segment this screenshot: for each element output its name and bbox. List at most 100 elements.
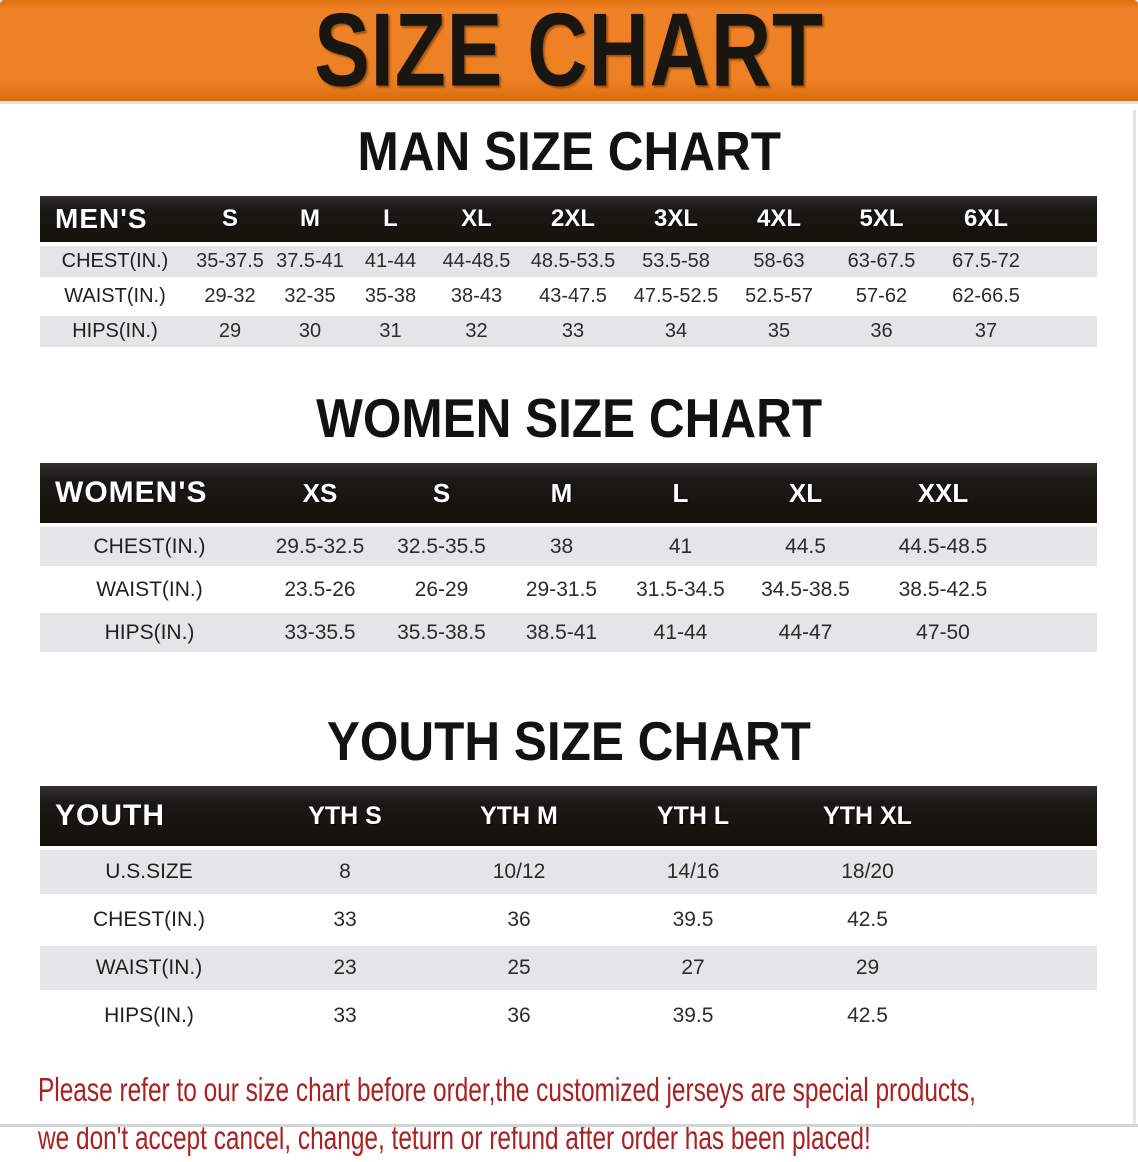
measurement-value: 34.5-38.5 [740, 570, 871, 613]
measurement-value: 44.5 [740, 527, 871, 570]
measurement-value: 29-31.5 [502, 570, 621, 613]
youth-section-title: YOUTH SIZE CHART [0, 714, 1138, 769]
measurement-value: 35 [728, 316, 830, 351]
size-column-header: 2XL [522, 196, 624, 246]
size-column-header: 5XL [830, 196, 933, 246]
size-column-header: XL [431, 196, 522, 246]
header-spacer-cell [1015, 463, 1097, 527]
measurement-value: 36 [432, 994, 606, 1042]
women-section-title-text: WOMEN SIZE CHART [316, 387, 822, 449]
row-label: CHEST(IN.) [40, 246, 190, 281]
row-spacer-cell [955, 850, 1097, 898]
row-spacer-cell [1015, 613, 1097, 656]
measurement-value: 58-63 [728, 246, 830, 281]
size-column-header: YTH M [432, 786, 606, 850]
measurement-value: 18/20 [780, 850, 955, 898]
measurement-value: 33 [258, 994, 432, 1042]
size-column-header: L [350, 196, 431, 246]
measurement-value: 52.5-57 [728, 281, 830, 316]
size-header-row: WOMEN'S XS S M L XL XXL [40, 463, 1097, 527]
women-size-section: WOMEN SIZE CHART WOMEN'S XS S M L XL XXL CHEST(… [0, 351, 1138, 656]
measurement-value: 25 [432, 946, 606, 994]
measurement-value: 29.5-32.5 [259, 527, 381, 570]
measurement-value: 38-43 [431, 281, 522, 316]
size-column-header: XL [740, 463, 871, 527]
measurement-value: 35.5-38.5 [381, 613, 502, 656]
measurement-value: 37.5-41 [270, 246, 350, 281]
measurement-value: 38 [502, 527, 621, 570]
size-column-header: 4XL [728, 196, 830, 246]
row-spacer-cell [1015, 527, 1097, 570]
measurement-value: 41 [621, 527, 740, 570]
measurement-value: 47-50 [871, 613, 1015, 656]
measurement-value: 39.5 [606, 994, 780, 1042]
measurement-value: 14/16 [606, 850, 780, 898]
size-column-header: M [270, 196, 350, 246]
table-corner-label: YOUTH [40, 786, 258, 850]
measurement-value: 34 [624, 316, 728, 351]
measurement-row: WAIST(IN.) 23.5-26 26-29 29-31.5 31.5-34.5 34… [40, 570, 1097, 613]
row-spacer-cell [1039, 316, 1097, 351]
measurement-value: 57-62 [830, 281, 933, 316]
men-section-title-text: MAN SIZE CHART [357, 120, 781, 182]
measurement-value: 37 [933, 316, 1039, 351]
measurement-value: 33-35.5 [259, 613, 381, 656]
measurement-row: HIPS(IN.) 33 36 39.5 42.5 [40, 994, 1097, 1042]
size-column-header: 3XL [624, 196, 728, 246]
size-column-header: S [381, 463, 502, 527]
men-size-table: MEN'S S M L XL 2XL 3XL 4XL 5XL 6XL CHEST(IN.) 35-37… [40, 196, 1097, 351]
measurement-value: 41-44 [621, 613, 740, 656]
row-spacer-cell [955, 994, 1097, 1042]
measurement-value: 63-67.5 [830, 246, 933, 281]
women-section-title: WOMEN SIZE CHART [0, 391, 1138, 446]
men-size-section: MAN SIZE CHART MEN'S S M L XL 2XL 3XL 4XL 5XL 6XL… [0, 104, 1138, 351]
row-label: CHEST(IN.) [40, 527, 259, 570]
measurement-row: WAIST(IN.) 29-32 32-35 35-38 38-43 43-47.5 47.… [40, 281, 1097, 316]
measurement-value: 38.5-42.5 [871, 570, 1015, 613]
row-spacer-cell [1039, 246, 1097, 281]
measurement-value: 48.5-53.5 [522, 246, 624, 281]
women-size-table: WOMEN'S XS S M L XL XXL CHEST(IN.) 29.5-32.5 32.5… [40, 463, 1097, 656]
row-label: HIPS(IN.) [40, 613, 259, 656]
measurement-value: 33 [522, 316, 624, 351]
size-header-row: YOUTH YTH S YTH M YTH L YTH XL [40, 786, 1097, 850]
measurement-value: 31 [350, 316, 431, 351]
row-label: U.S.SIZE [40, 850, 258, 898]
size-column-header: YTH S [258, 786, 432, 850]
measurement-value: 30 [270, 316, 350, 351]
youth-size-section: YOUTH SIZE CHART YOUTH YTH S YTH M YTH L YTH… [0, 656, 1138, 1042]
size-column-header: YTH XL [780, 786, 955, 850]
row-label: WAIST(IN.) [40, 946, 258, 994]
measurement-value: 39.5 [606, 898, 780, 946]
row-spacer-cell [1015, 570, 1097, 613]
measurement-value: 29-32 [190, 281, 270, 316]
row-label: WAIST(IN.) [40, 570, 259, 613]
measurement-row: CHEST(IN.) 35-37.5 37.5-41 41-44 44-48.5 48.5… [40, 246, 1097, 281]
size-chart-banner: SIZE CHART [0, 0, 1138, 104]
disclaimer-line2: we don't accept cancel, change, teturn o… [38, 1118, 871, 1156]
size-header-row: MEN'S S M L XL 2XL 3XL 4XL 5XL 6XL [40, 196, 1097, 246]
row-spacer-cell [1039, 281, 1097, 316]
size-column-header: XS [259, 463, 381, 527]
image-bottom-edge [0, 1124, 1138, 1127]
measurement-value: 10/12 [432, 850, 606, 898]
measurement-row: CHEST(IN.) 29.5-32.5 32.5-35.5 38 41 44.5 44.5… [40, 527, 1097, 570]
page-title-text: SIZE CHART [314, 0, 824, 108]
measurement-row: WAIST(IN.) 23 25 27 29 [40, 946, 1097, 994]
measurement-value: 35-37.5 [190, 246, 270, 281]
measurement-value: 26-29 [381, 570, 502, 613]
measurement-value: 36 [432, 898, 606, 946]
size-chart-content: MAN SIZE CHART MEN'S S M L XL 2XL 3XL 4XL 5XL 6XL… [0, 104, 1138, 1162]
measurement-value: 42.5 [780, 898, 955, 946]
header-spacer-cell [1039, 196, 1097, 246]
measurement-row: HIPS(IN.) 33-35.5 35.5-38.5 38.5-41 41-44 44-… [40, 613, 1097, 656]
size-column-header: M [502, 463, 621, 527]
row-label: WAIST(IN.) [40, 281, 190, 316]
measurement-value: 33 [258, 898, 432, 946]
measurement-value: 36 [830, 316, 933, 351]
row-spacer-cell [955, 946, 1097, 994]
measurement-value: 44.5-48.5 [871, 527, 1015, 570]
measurement-value: 32-35 [270, 281, 350, 316]
measurement-value: 29 [780, 946, 955, 994]
measurement-value: 38.5-41 [502, 613, 621, 656]
